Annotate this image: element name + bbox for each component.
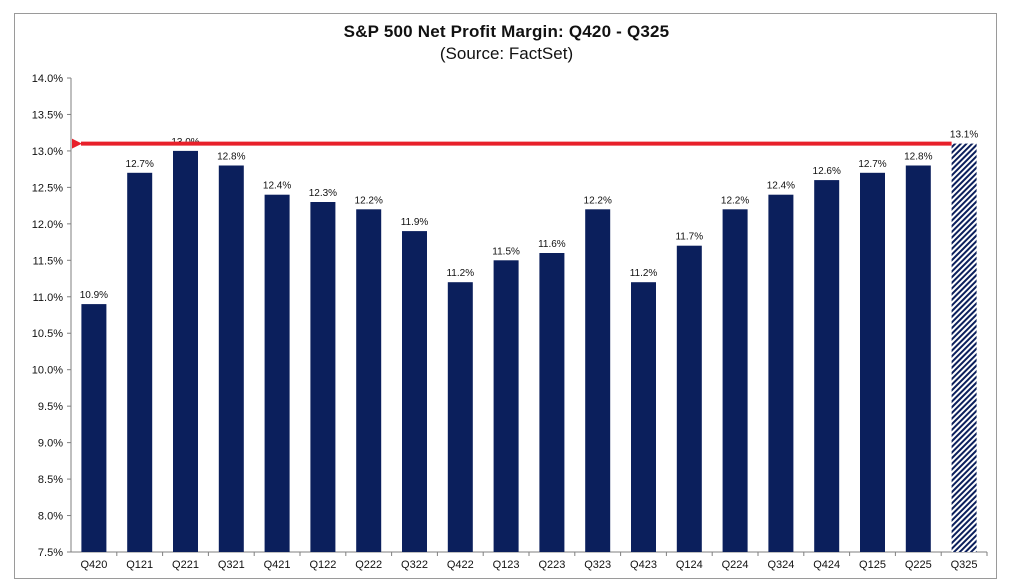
data-label: 11.2% — [446, 268, 474, 279]
data-label: 12.2% — [721, 195, 749, 206]
y-tick-label: 12.5% — [32, 182, 63, 194]
bar — [127, 172, 153, 553]
x-tick-label: Q224 — [722, 559, 749, 571]
bar-estimate — [951, 143, 977, 552]
data-label: 12.7% — [858, 159, 886, 170]
y-tick-label: 11.5% — [33, 255, 64, 267]
data-label: 12.8% — [217, 152, 245, 163]
data-label: 12.8% — [904, 152, 932, 163]
chart-subtitle: (Source: FactSet) — [439, 44, 574, 63]
x-tick-label: Q323 — [584, 559, 611, 571]
x-tick-label: Q124 — [676, 559, 703, 571]
bar — [539, 253, 565, 552]
y-tick-label: 9.0% — [38, 438, 63, 450]
data-label: 12.4% — [767, 181, 795, 192]
x-tick-label: Q125 — [859, 559, 886, 571]
bar — [447, 282, 473, 552]
y-tick-label: 10.0% — [32, 365, 63, 377]
bar — [722, 209, 748, 553]
bar — [356, 209, 382, 553]
chart-title: S&P 500 Net Profit Margin: Q420 - Q325 — [343, 22, 670, 41]
y-tick-label: 8.0% — [38, 511, 63, 523]
y-tick-label: 14.0% — [32, 73, 63, 85]
x-tick-label: Q423 — [630, 559, 657, 571]
data-label: 11.2% — [630, 268, 658, 279]
y-tick-label: 9.5% — [38, 401, 63, 413]
bar — [173, 150, 198, 552]
bar — [905, 165, 931, 552]
data-label: 12.2% — [355, 195, 383, 206]
x-tick-label: Q222 — [355, 559, 382, 571]
data-label: 11.7% — [675, 232, 703, 243]
x-tick-label: Q424 — [813, 559, 840, 571]
data-label: 11.9% — [401, 217, 429, 228]
bar — [264, 194, 290, 552]
y-tick-label: 12.0% — [32, 219, 63, 231]
y-tick-label: 13.0% — [32, 146, 63, 158]
bar — [585, 209, 611, 553]
data-label: 13.1% — [950, 130, 978, 141]
data-label: 11.5% — [492, 246, 520, 257]
bar — [814, 180, 840, 552]
x-tick-label: Q324 — [767, 559, 794, 571]
data-label: 12.6% — [813, 166, 841, 177]
bar — [81, 304, 107, 552]
data-label: 12.3% — [309, 188, 337, 199]
bar — [631, 282, 656, 552]
data-label: 11.6% — [538, 239, 566, 250]
data-label: 12.7% — [126, 159, 154, 170]
bar — [218, 165, 244, 552]
y-tick-label: 8.5% — [38, 474, 63, 486]
x-tick-label: Q421 — [264, 559, 291, 571]
x-tick-label: Q223 — [538, 559, 565, 571]
bar — [860, 172, 885, 553]
bar — [676, 245, 702, 552]
x-tick-label: Q420 — [80, 559, 107, 571]
x-tick-label: Q322 — [401, 559, 428, 571]
x-tick-label: Q422 — [447, 559, 474, 571]
y-tick-label: 11.0% — [33, 292, 64, 304]
x-tick-label: Q123 — [493, 559, 520, 571]
data-label: 10.9% — [80, 290, 108, 301]
y-tick-label: 10.5% — [32, 328, 63, 340]
data-label: 12.2% — [584, 195, 612, 206]
x-tick-label: Q325 — [951, 559, 978, 571]
bar — [310, 202, 336, 552]
bar — [768, 194, 794, 552]
x-tick-label: Q321 — [218, 559, 245, 571]
bar — [402, 231, 427, 552]
bar — [493, 260, 519, 552]
x-tick-label: Q122 — [309, 559, 336, 571]
x-tick-label: Q225 — [905, 559, 932, 571]
data-label: 12.4% — [263, 181, 291, 192]
y-tick-label: 13.5% — [32, 109, 63, 121]
y-tick-label: 7.5% — [38, 547, 63, 559]
x-tick-label: Q121 — [126, 559, 153, 571]
x-tick-label: Q221 — [172, 559, 199, 571]
chart-frame — [14, 13, 997, 579]
